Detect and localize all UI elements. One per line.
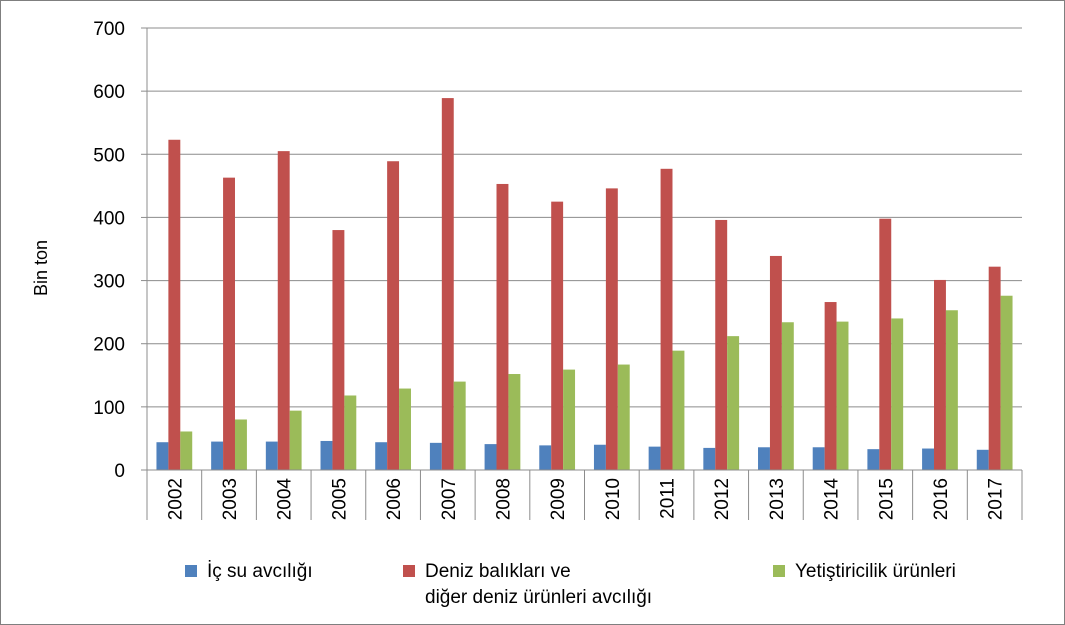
bar — [605, 188, 618, 470]
y-tick-label: 600 — [93, 82, 125, 103]
bar — [824, 302, 837, 470]
legend-item-deniz: Deniz balıkları ve diğer deniz ürünleri … — [403, 559, 652, 611]
x-tick-labels: 2002 2003 2004 2005 2006 2007 2008 2009 2010 2011… — [165, 478, 1006, 521]
y-tick-labels: 0 100 200 300 400 500 600 700 — [93, 19, 125, 482]
x-tick-label: 2010 — [603, 478, 624, 520]
bar — [277, 151, 290, 470]
bar — [429, 442, 442, 470]
bar — [934, 279, 946, 470]
x-tick-label: 2015 — [876, 478, 897, 520]
x-tick-label: 2008 — [493, 478, 514, 520]
bar — [1000, 295, 1013, 470]
bar — [320, 440, 333, 470]
x-tick-label: 2002 — [165, 478, 186, 520]
bar — [344, 395, 357, 470]
bar — [922, 448, 935, 470]
bar — [781, 322, 794, 470]
bar — [758, 447, 770, 470]
y-tick-label: 700 — [93, 19, 125, 40]
bar — [211, 441, 224, 470]
bar — [891, 318, 904, 470]
x-tick-label: 2006 — [384, 478, 405, 520]
bar — [496, 183, 509, 470]
bar — [180, 431, 193, 470]
bar — [867, 449, 880, 470]
bar — [988, 266, 1001, 470]
legend-swatch — [185, 565, 197, 577]
x-tick-label: 2013 — [767, 478, 788, 520]
legend-swatch — [403, 565, 415, 577]
bar — [593, 444, 606, 470]
legend-label: İç su avcılığı — [207, 561, 313, 582]
bar — [727, 336, 740, 470]
x-tick-label: 2016 — [931, 478, 952, 520]
legend-item-yetistiricilik: Yetiştiricilik ürünleri — [773, 559, 956, 585]
bar — [332, 230, 345, 470]
legend-swatch — [773, 565, 785, 577]
bar — [563, 369, 576, 470]
bar — [375, 442, 388, 470]
bar — [387, 161, 400, 470]
bar — [617, 364, 630, 470]
x-tick-label: 2017 — [986, 478, 1007, 520]
y-tick-label: 0 — [114, 461, 125, 482]
bar — [715, 219, 728, 470]
y-tick-label: 200 — [93, 335, 125, 356]
bar — [441, 98, 454, 471]
y-axis-title: Bin ton — [31, 240, 51, 296]
bar — [289, 410, 302, 470]
bar — [484, 444, 497, 470]
bar — [168, 139, 181, 470]
x-tick-label: 2011 — [658, 478, 679, 519]
x-tick-label: 2009 — [548, 478, 569, 520]
bar — [234, 419, 247, 470]
bar — [703, 447, 716, 470]
y-tick-label: 500 — [93, 145, 125, 166]
bar — [551, 201, 564, 470]
legend-item-ic-su: İç su avcılığı — [185, 559, 313, 585]
x-tick-label: 2005 — [329, 478, 350, 520]
legend-label: Deniz balıkları ve diğer deniz ürünleri … — [425, 561, 653, 608]
bar — [156, 442, 169, 470]
bar — [879, 218, 892, 470]
bar — [399, 388, 411, 470]
bar — [508, 374, 521, 470]
x-tick-label: 2004 — [275, 478, 296, 521]
legend-label: Yetiştiricilik ürünleri — [795, 561, 956, 582]
bar — [648, 446, 661, 470]
y-tick-label: 100 — [93, 398, 125, 419]
bar — [223, 177, 235, 471]
y-tick-label: 400 — [93, 208, 125, 229]
bar — [945, 310, 958, 470]
x-tick-label: 2003 — [220, 478, 241, 520]
bar — [769, 255, 782, 470]
bars — [156, 98, 1013, 471]
bar — [976, 449, 989, 470]
bar — [836, 321, 849, 470]
gridlines — [147, 27, 1022, 408]
bar — [660, 168, 673, 470]
x-tick-label: 2007 — [439, 478, 460, 520]
bar — [265, 441, 278, 470]
bar — [812, 447, 825, 470]
bar — [672, 350, 685, 470]
axes — [141, 27, 1023, 520]
legend: İç su avcılığı Deniz balıkları ve diğer … — [0, 559, 1065, 619]
x-tick-label: 2012 — [712, 478, 733, 520]
bar — [539, 445, 552, 470]
y-tick-label: 300 — [93, 272, 125, 293]
bar — [453, 381, 466, 470]
x-tick-label: 2014 — [822, 478, 843, 521]
